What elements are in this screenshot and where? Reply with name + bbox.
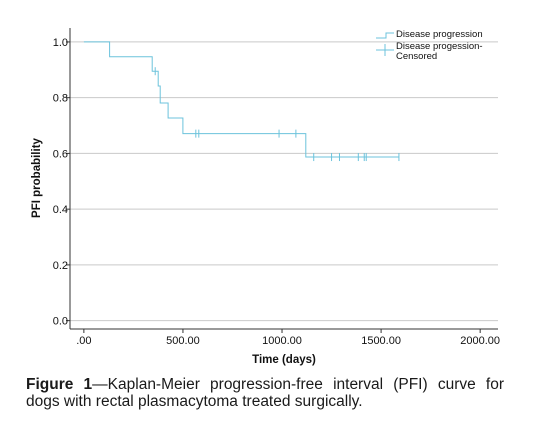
legend: Disease progression Disease progession- …: [376, 29, 483, 62]
y-tick-label: 0.2: [53, 260, 68, 272]
gridlines: [70, 41, 498, 322]
km-chart: 0.0 0.2 0.4 0.6 0.8 1.0 .00 500.00 1000.00 1500.…: [31, 28, 500, 366]
x-tick-label: 2000.00: [460, 335, 500, 347]
plot-area: [70, 28, 498, 329]
x-tick-label: 1500.00: [361, 335, 401, 347]
survival-step-line: [83, 41, 399, 158]
caption-text: —Kaplan-Meier progression-free interval …: [26, 376, 505, 410]
y-ticks: 0.0 0.2 0.4 0.6 0.8 1.0: [53, 37, 70, 328]
x-tick-label: 1000.00: [262, 335, 302, 347]
x-ticks: .00 500.00 1000.00 1500.00 2000.00: [76, 329, 500, 347]
legend-item-censored-line2: Censored: [396, 51, 437, 62]
y-tick-label: 0.6: [53, 148, 68, 160]
figure-caption: Figure 1—Kaplan-Meier progression-free i…: [26, 376, 504, 410]
series: [83, 41, 400, 162]
y-tick-label: 0.0: [53, 316, 68, 328]
legend-item-progression: Disease progression: [396, 29, 483, 40]
y-tick-label: 0.8: [53, 93, 68, 105]
caption-label: Figure 1: [26, 376, 93, 393]
y-tick-label: 1.0: [53, 37, 68, 49]
x-tick-label: .00: [76, 335, 91, 347]
legend-step-symbol: [376, 32, 394, 39]
y-tick-label: 0.4: [53, 204, 68, 216]
x-tick-label: 500.00: [166, 335, 200, 347]
legend-item-censored-line1: Disease progession-: [396, 41, 483, 52]
x-axis-label: Time (days): [252, 354, 316, 366]
y-axis-label: PFI probability: [31, 137, 43, 217]
